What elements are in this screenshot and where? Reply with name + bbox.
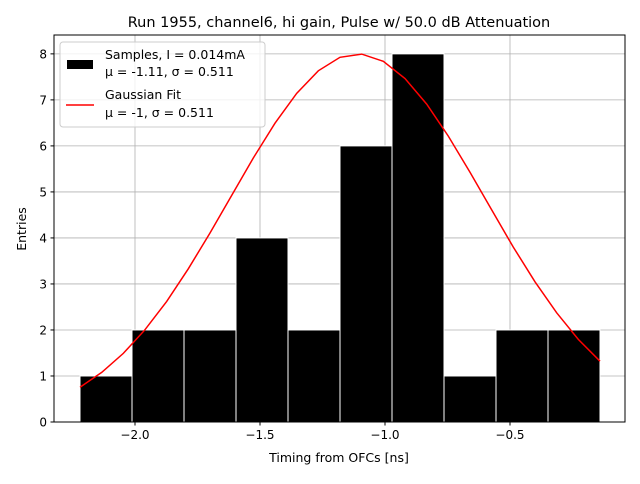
histogram-bar: [391, 53, 445, 423]
y-tick-label: 5: [39, 185, 47, 199]
histogram-bar: [131, 329, 185, 423]
legend-box: [59, 41, 266, 128]
legend-samples-label-2: μ = -1.11, σ = 0.511: [105, 64, 234, 79]
y-tick-label: 8: [39, 47, 47, 61]
histogram-bars: [79, 53, 601, 423]
axes-frame: [53, 34, 626, 423]
histogram-bar: [79, 375, 133, 423]
x-tick-label: −2.0: [120, 428, 149, 442]
legend-samples-swatch: [67, 60, 93, 69]
y-tick-label: 0: [39, 416, 47, 430]
histogram-bar: [235, 237, 289, 423]
y-tick-label: 3: [39, 277, 47, 291]
histogram-bar: [183, 329, 237, 423]
gaussian-fit-line: [79, 53, 601, 388]
legend-fit-label-2: μ = -1, σ = 0.511: [105, 105, 214, 120]
x-axis-label: Timing from OFCs [ns]: [268, 450, 409, 465]
x-tick-label: −1.0: [370, 428, 399, 442]
y-tick-label: 4: [39, 231, 47, 245]
histogram-bar: [339, 145, 393, 423]
x-tick-label: −1.5: [245, 428, 274, 442]
y-tick-label: 7: [39, 93, 47, 107]
y-tick-label: 1: [39, 369, 47, 383]
legend-fit-label-1: Gaussian Fit: [105, 87, 181, 102]
histogram-bar: [495, 329, 549, 423]
ticks: −2.0 −1.5 −1.0 −0.5 0 1 2 3 4 5 6 7 8: [39, 47, 524, 442]
y-tick-label: 6: [39, 139, 47, 153]
y-tick-label: 2: [39, 323, 47, 337]
legend: Samples, I = 0.014mA μ = -1.11, σ = 0.51…: [59, 41, 266, 128]
chart-title: Run 1955, channel6, hi gain, Pulse w/ 50…: [128, 15, 551, 31]
x-tick-label: −0.5: [495, 428, 524, 442]
y-axis-label: Entries: [14, 207, 29, 251]
legend-samples-label-1: Samples, I = 0.014mA: [105, 47, 245, 62]
histogram-bar: [443, 375, 497, 423]
histogram-bar: [287, 329, 341, 423]
histogram-bar: [547, 329, 601, 423]
